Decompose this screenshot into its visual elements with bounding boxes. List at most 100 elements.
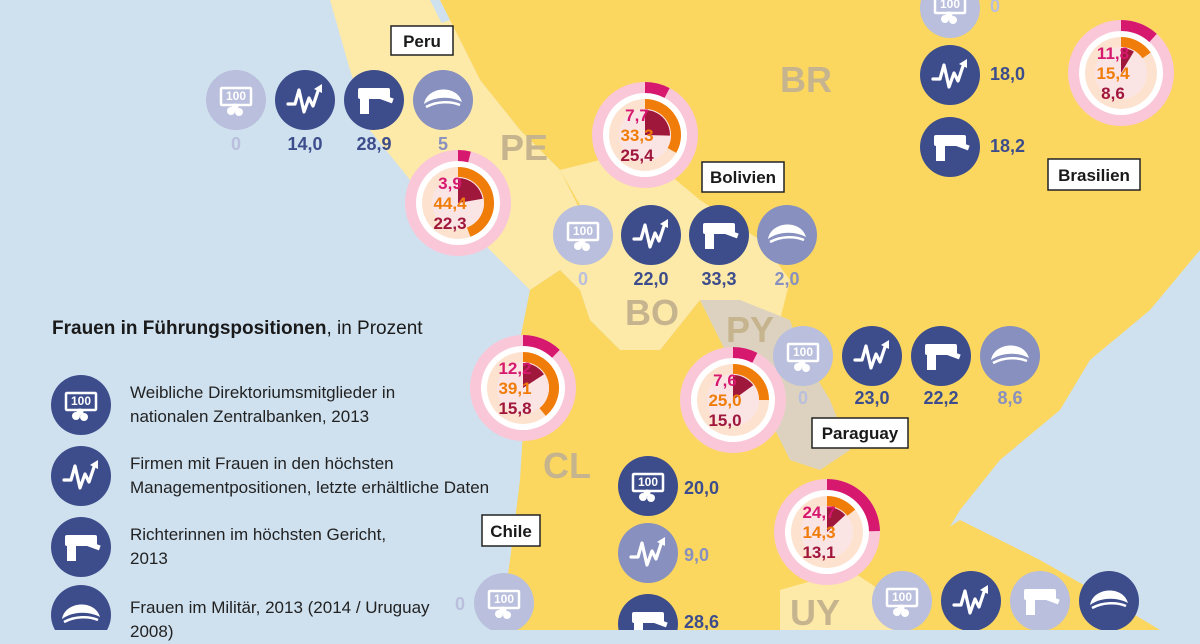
paraguay-management-value: 23,0: [854, 388, 889, 408]
donut-arc-management: [826, 496, 856, 517]
donut-arc-central-bank: [826, 479, 880, 532]
chart-arrow-up-icon: [621, 205, 681, 265]
legend-item-management: Firmen mit Frauen in den höchsten Manage…: [130, 454, 490, 497]
legend-military-cap-icon: [51, 585, 111, 630]
gavel-icon: [618, 594, 678, 630]
bolivia-central-bank-value: 0: [578, 269, 588, 289]
donut-value-central-bank: 7,7: [625, 106, 649, 125]
donut-uruguay: 24,714,313,1: [774, 479, 880, 585]
donut-charts: 3,944,422,37,733,325,411,815,48,612,239,…: [405, 20, 1174, 585]
donut-arc-management: [732, 364, 769, 401]
donut-peru: 3,944,422,3: [405, 150, 511, 256]
gavel-icon: [911, 326, 971, 386]
label-chile: Chile: [490, 522, 532, 541]
legend-banknote-coins-icon: [51, 375, 111, 435]
banknote-coins-icon: [553, 205, 613, 265]
legend-item-military: Frauen im Militär, 2013 (2014 / Uruguay …: [130, 598, 430, 641]
donut-brazil: 11,815,48,6: [1068, 20, 1174, 126]
country-code-py: PY: [726, 309, 774, 350]
donut-arc-management: [522, 352, 559, 416]
map-canvas: 100 BR PE BO PY CL UY: [51, 0, 1200, 630]
donut-value-central-bank: 11,8: [1097, 44, 1129, 63]
paraguay-military-value: 8,6: [997, 388, 1022, 408]
banknote-coins-icon: [920, 0, 980, 38]
donut-arc-central-bank: [732, 347, 758, 363]
gavel-icon: [344, 70, 404, 130]
donut-arc-central-bank: [457, 150, 471, 163]
donut-wedge-court: [458, 178, 483, 203]
banknote-coins-icon: [872, 571, 932, 630]
brazil-management-value: 18,0: [990, 64, 1025, 84]
label-bolivien: Bolivien: [710, 168, 776, 187]
military-cap-icon: [1079, 571, 1139, 630]
peru-management-value: 14,0: [287, 134, 322, 154]
donut-wedge-court: [827, 507, 846, 532]
chart-arrow-up-icon: [941, 571, 1001, 630]
gavel-icon: [1010, 571, 1070, 630]
banknote-coins-icon: [206, 70, 266, 130]
military-cap-icon: [413, 70, 473, 130]
chile-management-value: 9,0: [684, 545, 709, 565]
donut-arc-central-bank: [522, 335, 560, 358]
donut-wedge-court: [523, 363, 544, 388]
paraguay-court-value: 22,2: [923, 388, 958, 408]
country-code-bo: BO: [625, 292, 679, 333]
banknote-coins-icon: [474, 573, 534, 630]
legend-title-rest: , in Prozent: [326, 318, 423, 339]
donut-arc-central-bank: [1120, 20, 1157, 43]
banknote-coins-icon: [773, 326, 833, 386]
uruguay-central-bank-value: 0: [455, 594, 465, 614]
chart-arrow-up-icon: [920, 45, 980, 105]
chile-court-value: 28,6: [684, 612, 719, 630]
peru-central-bank-value: 0: [231, 134, 241, 154]
chart-arrow-up-icon: [275, 70, 335, 130]
gavel-icon: [920, 117, 980, 177]
chart-arrow-up-icon: [842, 326, 902, 386]
land-chile-argentina: [500, 270, 850, 630]
legend-chart-arrow-up-icon: [51, 446, 111, 506]
donut-value-management: 33,3: [620, 126, 653, 145]
donut-value-court: 15,0: [708, 411, 741, 430]
chart-arrow-up-icon: [618, 523, 678, 583]
land-uruguay: [780, 570, 900, 630]
legend-item-central-bank: Weibliche Direktoriumsmitglieder in nati…: [130, 383, 396, 426]
bolivia-court-value: 33,3: [701, 269, 736, 289]
donut-value-court: 8,6: [1101, 84, 1125, 103]
peru-court-value: 28,9: [356, 134, 391, 154]
donut-value-central-bank: 12,2: [498, 359, 531, 378]
indicator-icons: [51, 0, 1139, 630]
donut-arc-central-bank: [644, 82, 670, 98]
donut-bolivia: 7,733,325,4: [592, 82, 698, 188]
banknote-coins-icon: [618, 456, 678, 516]
donut-value-management: 15,4: [1096, 64, 1130, 83]
donut-value-central-bank: 24,7: [802, 503, 835, 522]
label-peru: Peru: [403, 32, 441, 51]
donut-chile: 12,239,115,8: [470, 335, 576, 441]
brazil-court-value: 18,2: [990, 136, 1025, 156]
donut-wedge-court: [645, 110, 670, 136]
country-code-br: BR: [780, 59, 832, 100]
donut-value-court: 15,8: [498, 399, 531, 418]
donut-arc-management: [457, 167, 494, 237]
military-cap-icon: [757, 205, 817, 265]
donut-value-management: 25,0: [708, 391, 741, 410]
label-paraguay: Paraguay: [822, 424, 899, 443]
donut-wedge-court: [1121, 48, 1134, 73]
donut-value-court: 13,1: [802, 543, 835, 562]
donut-arc-management: [1120, 37, 1151, 59]
country-code-pe: PE: [500, 127, 548, 168]
country-codes: BR PE BO PY CL UY: [500, 59, 840, 630]
donut-arc-management: [644, 99, 681, 153]
gavel-icon: [689, 205, 749, 265]
paraguay-central-bank-value: 0: [798, 388, 808, 408]
label-brasilien: Brasilien: [1058, 166, 1130, 185]
military-cap-icon: [980, 326, 1040, 386]
donut-value-management: 44,4: [433, 194, 467, 213]
peru-military-value: 5: [438, 134, 448, 154]
legend-title-bold: Frauen in Führungspositionen: [52, 318, 327, 339]
indicator-values: 0 14,0 28,9 5 0 22,0 33,3 2,0 0 18,0 18,…: [231, 0, 1025, 630]
donut-value-management: 39,1: [498, 379, 531, 398]
legend-title: Frauen in Führungspositionen, in Prozent: [52, 318, 423, 340]
country-code-cl: CL: [543, 445, 591, 486]
bolivia-management-value: 22,0: [633, 269, 668, 289]
